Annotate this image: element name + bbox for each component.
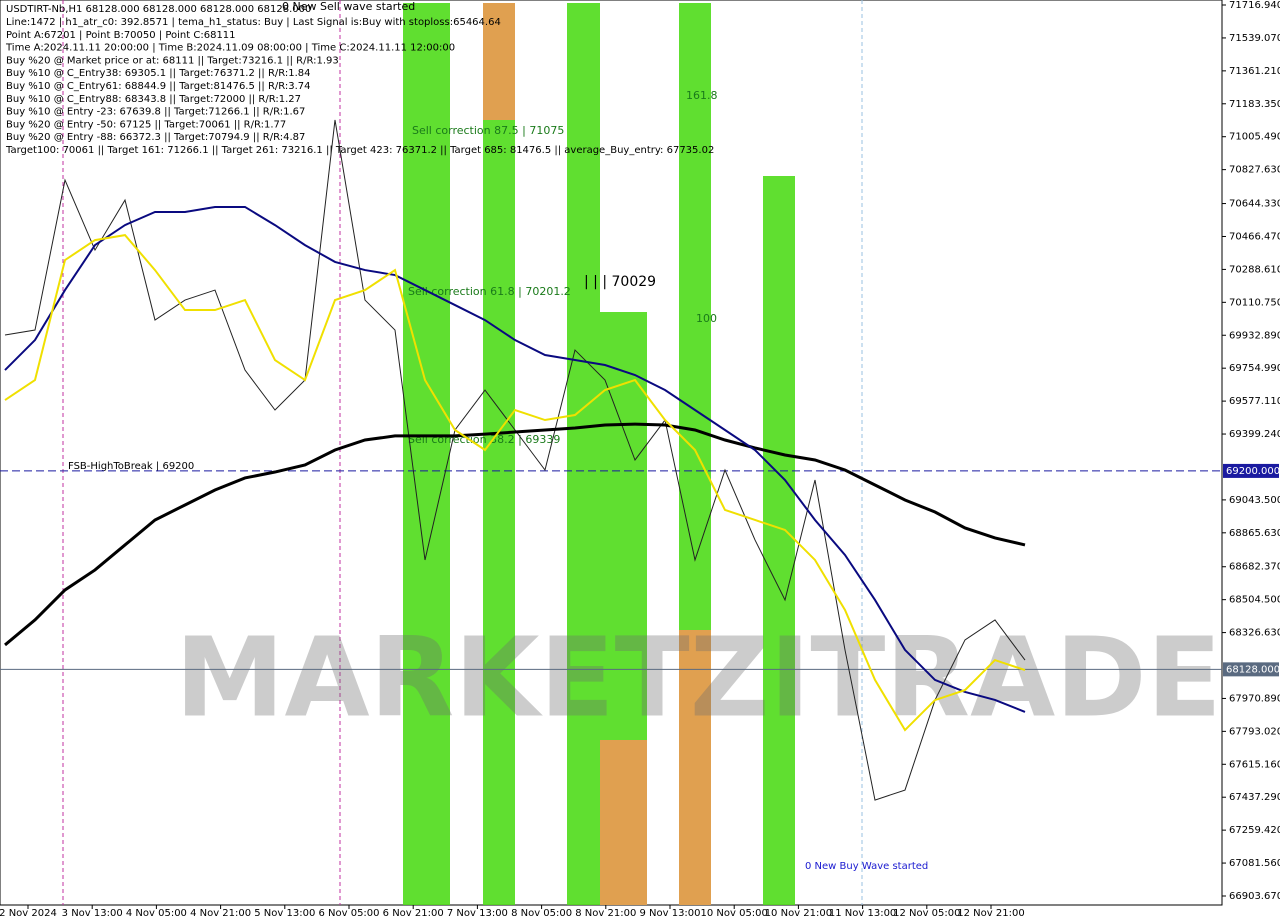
header-line: Buy %10 @ C_Entry38: 69305.1 || Target:7… [6, 68, 311, 79]
x-tick-label: 10 Nov 05:00 [700, 908, 767, 919]
y-tick-label: 70110.750 [1229, 297, 1280, 308]
level-tag [1223, 463, 1279, 478]
y-tick-label: 69399.240 [1229, 429, 1280, 440]
y-tick-label: 67615.160 [1229, 759, 1280, 770]
y-tick-label: 66903.670 [1229, 891, 1280, 902]
sell-zone [679, 630, 711, 905]
x-tick-label: 12 Nov 05:00 [893, 908, 960, 919]
y-tick-label: 69577.110 [1229, 396, 1280, 407]
x-tick-label: 4 Nov 21:00 [190, 908, 251, 919]
y-tick-label: 68504.500 [1229, 595, 1280, 606]
y-tick-label: 69932.890 [1229, 330, 1280, 341]
x-tick-label: 12 Nov 21:00 [957, 908, 1024, 919]
level-label: 69200.000 [1226, 466, 1280, 477]
y-tick-label: 71005.490 [1229, 132, 1280, 143]
x-tick-label: 3 Nov 13:00 [62, 908, 123, 919]
x-tick-label: 10 Nov 21:00 [765, 908, 832, 919]
annotation: | | | 70029 [584, 274, 656, 290]
y-tick-label: 71183.350 [1229, 99, 1280, 110]
watermark: MARKETZITRADE [175, 613, 1222, 741]
annotation: 0 New Sell wave started [282, 0, 415, 13]
header-line: Buy %20 @ Entry -88: 66372.3 || Target:7… [6, 132, 305, 143]
y-tick-label: 67437.290 [1229, 792, 1280, 803]
x-tick-label: 8 Nov 05:00 [511, 908, 572, 919]
series-line [4, 234, 1026, 732]
header-line: Line:1472 | h1_atr_c0: 392.8571 | tema_h… [6, 17, 501, 28]
series-line [4, 422, 1026, 647]
annotation: FSB-HighToBreak | 69200 [68, 461, 194, 472]
x-tick-label: 11 Nov 13:00 [829, 908, 896, 919]
y-tick-label: 70827.630 [1229, 165, 1280, 176]
buy-zone [763, 176, 795, 905]
annotation: Sell correction 61.8 | 70201.2 [408, 285, 571, 298]
y-tick-label: 70288.610 [1229, 264, 1280, 275]
y-tick-label: 67081.560 [1229, 858, 1280, 869]
x-tick-label: 4 Nov 05:00 [126, 908, 187, 919]
y-tick-label: 68865.630 [1229, 528, 1280, 539]
series-line [4, 205, 1026, 713]
annotation: 161.8 [686, 89, 718, 102]
y-tick-label: 70644.330 [1229, 199, 1280, 210]
x-tick-label: 9 Nov 13:00 [639, 908, 700, 919]
sell-zone [600, 740, 647, 905]
y-tick-label: 71361.210 [1229, 66, 1280, 77]
header-line: Buy %10 @ C_Entry61: 68844.9 || Target:8… [6, 81, 311, 92]
x-tick-label: 6 Nov 05:00 [318, 908, 379, 919]
header-line: Buy %10 @ Entry -23: 67639.8 || Target:7… [6, 107, 305, 118]
annotation: 100 [696, 312, 717, 325]
y-tick-label: 67970.890 [1229, 693, 1280, 704]
annotation: 0 New Buy Wave started [805, 861, 928, 872]
header-title: USDTIRT-Nb,H1 68128.000 68128.000 68128.… [6, 4, 311, 15]
y-tick-label: 67793.020 [1229, 726, 1280, 737]
y-tick-label: 71716.940 [1229, 0, 1280, 11]
buy-zone [567, 3, 600, 905]
header-line: Buy %10 @ C_Entry88: 68343.8 || Target:7… [6, 94, 301, 105]
series-line [4, 119, 1026, 801]
x-tick-label: 2 Nov 2024 [0, 908, 57, 919]
y-tick-label: 70466.470 [1229, 231, 1280, 242]
sell-zone [483, 3, 515, 120]
x-tick-label: 6 Nov 21:00 [383, 908, 444, 919]
header-line: Target100: 70061 || Target 161: 71266.1 … [5, 145, 714, 156]
y-tick-label: 71539.070 [1229, 33, 1280, 44]
x-tick-label: 5 Nov 13:00 [254, 908, 315, 919]
x-tick-label: 8 Nov 21:00 [575, 908, 636, 919]
buy-zone [403, 3, 450, 905]
y-tick-label: 68682.370 [1229, 562, 1280, 573]
zones [62, 0, 863, 905]
header-line: Time A:2024.11.11 20:00:00 | Time B:2024… [5, 43, 455, 54]
annotation: Sell correction 87.5 | 71075 [412, 124, 564, 137]
y-tick-label: 67259.420 [1229, 825, 1280, 836]
header-line: Point A:67201 | Point B:70050 | Point C:… [6, 30, 236, 41]
y-tick-label: 69754.990 [1229, 363, 1280, 374]
header-line: Buy %20 @ Entry -50: 67125 || Target:700… [6, 119, 286, 130]
y-tick-label: 68326.630 [1229, 628, 1280, 639]
x-tick-label: 7 Nov 13:00 [447, 908, 508, 919]
header-line: Buy %20 @ Market price or at: 68111 || T… [6, 55, 339, 66]
y-tick-label: 69043.500 [1229, 495, 1280, 506]
buy-zone [483, 3, 515, 905]
level-label: 68128.000 [1226, 664, 1280, 675]
level-tag [1223, 662, 1279, 677]
